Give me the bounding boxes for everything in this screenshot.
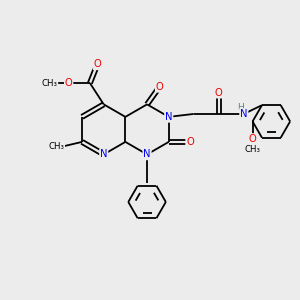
Text: CH₃: CH₃ [244, 145, 261, 154]
Text: CH₃: CH₃ [48, 142, 64, 152]
Text: H: H [237, 103, 244, 112]
Text: O: O [249, 134, 256, 144]
Text: N: N [240, 109, 247, 119]
Text: O: O [156, 82, 164, 92]
Text: O: O [186, 137, 194, 147]
Text: CH₃: CH₃ [41, 79, 58, 88]
Text: O: O [94, 59, 101, 69]
Text: N: N [165, 112, 172, 122]
Text: O: O [65, 78, 73, 88]
Text: N: N [143, 149, 151, 159]
Text: O: O [215, 88, 223, 98]
Text: N: N [100, 149, 107, 159]
